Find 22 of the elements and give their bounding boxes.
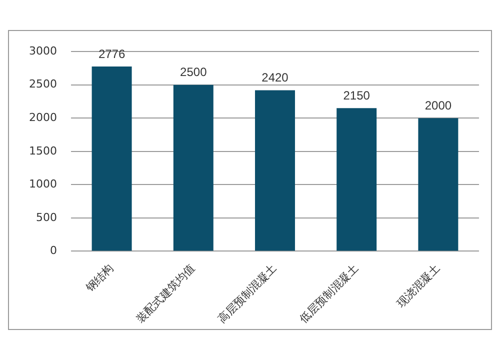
y-tick-label: 3000 bbox=[28, 44, 57, 58]
data-label: 2420 bbox=[262, 70, 289, 85]
bar bbox=[92, 66, 132, 251]
y-tick-label: 1500 bbox=[28, 144, 57, 158]
x-tick-label: 高层预制混凝土 bbox=[216, 262, 280, 326]
x-tick-label: 装配式建筑均值 bbox=[134, 262, 198, 326]
y-tick-label: 2500 bbox=[28, 78, 57, 91]
y-tick-label: 1000 bbox=[28, 178, 57, 191]
data-label: 2776 bbox=[98, 46, 126, 61]
x-tick-label: 现浇混凝土 bbox=[394, 262, 442, 310]
data-label: 2000 bbox=[424, 98, 452, 112]
y-tick-label: 500 bbox=[36, 210, 57, 224]
y-tick-label: 2000 bbox=[28, 111, 57, 124]
x-tick-label: 钢结构 bbox=[82, 262, 116, 296]
x-tick-label: 低层预制混凝土 bbox=[297, 262, 361, 326]
y-tick-label: 0 bbox=[50, 244, 57, 258]
bar bbox=[336, 108, 377, 251]
bar bbox=[255, 90, 295, 251]
data-label: 2500 bbox=[180, 65, 208, 80]
bar bbox=[173, 84, 214, 251]
data-label: 2150 bbox=[343, 88, 370, 102]
bar bbox=[418, 118, 458, 251]
